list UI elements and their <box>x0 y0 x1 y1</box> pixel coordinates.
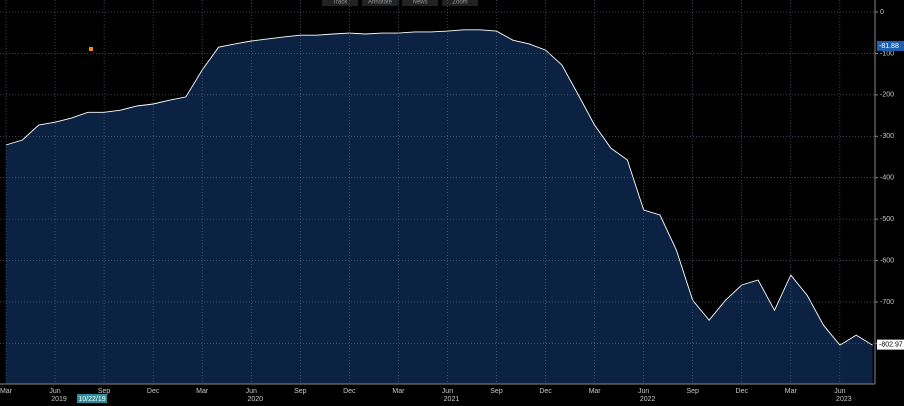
x-tick-label: Dec <box>539 388 552 395</box>
y-tick-label: -400 <box>880 175 894 182</box>
x-tick-label: Mar <box>392 388 405 395</box>
year-label: 2019 <box>51 396 67 403</box>
toolbar-button[interactable] <box>402 0 438 6</box>
marker <box>89 47 93 51</box>
y-tick-label: 0 <box>880 9 884 16</box>
year-label: 2023 <box>836 396 852 403</box>
x-tick-label: Jun <box>638 388 649 395</box>
x-tick-label: Sep <box>294 388 307 395</box>
toolbar-button[interactable] <box>442 0 478 6</box>
x-tick-label: Jun <box>246 388 257 395</box>
toolbar-button[interactable] <box>322 0 358 6</box>
y-tick-label: -100 <box>880 50 894 57</box>
toolbar-label: Annotate <box>368 0 393 6</box>
x-tick-label: Mar <box>0 388 13 395</box>
x-tick-label: Dec <box>343 388 356 395</box>
x-tick-label: Jun <box>49 388 60 395</box>
line <box>5 29 873 346</box>
toolbar-label: Zoom <box>452 0 467 6</box>
year-label: 2021 <box>444 396 460 403</box>
x-tick-label: Mar <box>589 388 602 395</box>
x-tick-label: Sep <box>98 388 111 395</box>
toolbar-button[interactable] <box>362 0 398 6</box>
x-tick-label: Jun <box>442 388 453 395</box>
x-tick-label: Mar <box>196 388 209 395</box>
y-tick-label: -600 <box>880 257 894 264</box>
x-tick-label: Sep <box>686 388 699 395</box>
area <box>6 29 873 385</box>
value-tag <box>877 339 904 350</box>
x-tick-label: Dec <box>147 388 160 395</box>
year-label: 2022 <box>640 396 656 403</box>
x-tick-label: Jun <box>834 388 845 395</box>
y-tick-label: -200 <box>880 92 894 99</box>
y-tick-label: -500 <box>880 216 894 223</box>
value-tag-label: -802.97 <box>879 341 903 348</box>
y-tick-label: -700 <box>880 299 894 306</box>
value-tag-label: -81.88 <box>879 43 899 50</box>
x-tick-label: Sep <box>490 388 503 395</box>
year-label: 2020 <box>247 396 263 403</box>
toolbar-label: Track <box>333 0 349 6</box>
date-box-label: 10/22/19 <box>78 396 105 403</box>
toolbar-label: News <box>412 0 427 6</box>
y-tick-label: -300 <box>880 133 894 140</box>
toolbar: Track Annotate News Zoom <box>322 0 478 6</box>
value-tag <box>877 40 904 51</box>
date-box <box>77 394 107 403</box>
x-tick-label: Mar <box>785 388 798 395</box>
x-tick-label: Dec <box>736 388 749 395</box>
